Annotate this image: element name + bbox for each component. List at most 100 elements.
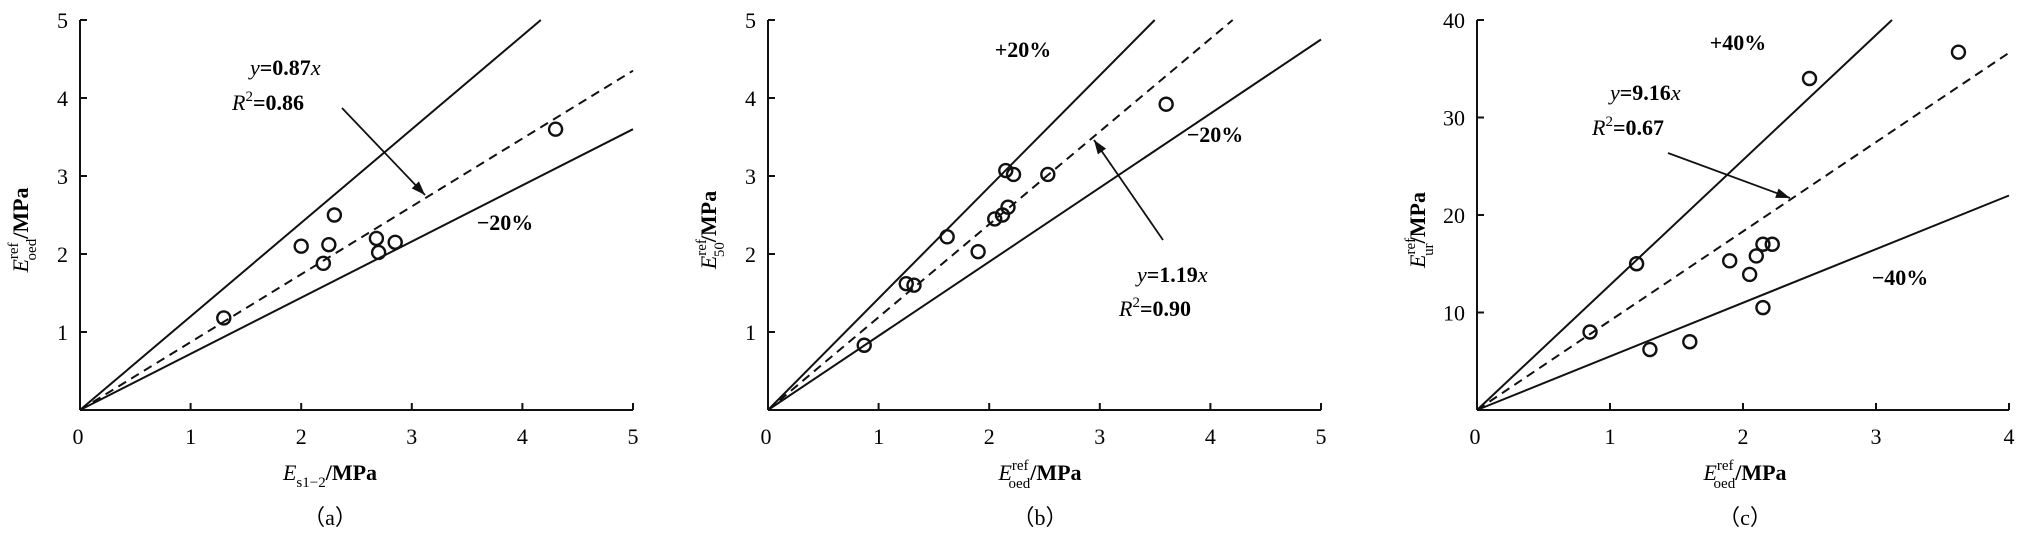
fit-equation-y: y — [1135, 262, 1147, 287]
y-tick-label: 1 — [745, 320, 756, 345]
x-axis-label: Es1−2/MPa — [282, 460, 377, 491]
fit-equation: y=1.19x — [1135, 262, 1208, 287]
x-tick-label: 2 — [1738, 424, 1749, 449]
bound-line — [79, 128, 634, 411]
data-point — [547, 121, 564, 137]
y-tick-label: 2 — [745, 242, 756, 267]
x-tick-label: 4 — [517, 424, 528, 449]
annotation-arrow-line — [1667, 152, 1791, 199]
x-tick-label: 3 — [1094, 424, 1105, 449]
y-axis-label-symbol: E — [8, 259, 33, 274]
data-point — [387, 234, 403, 251]
y-tick-label: 4 — [57, 86, 68, 111]
x-tick-label: 4 — [1205, 424, 1216, 449]
x-axis-label-unit: /MPa — [1029, 460, 1081, 485]
fit-line — [1476, 51, 2010, 411]
panel-caption: （a） — [303, 505, 357, 530]
data-point — [321, 236, 337, 253]
data-point — [1158, 96, 1174, 112]
data-point — [1755, 236, 1771, 252]
bound-line-label: −40% — [1872, 265, 1929, 290]
x-axis-label-symbol: E — [997, 460, 1012, 485]
data-point — [970, 243, 986, 260]
x-axis-label-sup: ref — [1012, 458, 1029, 474]
data-point — [1741, 266, 1758, 283]
x-tick-label: 5 — [628, 424, 639, 449]
r-squared-value: =0.86 — [253, 90, 304, 115]
y-tick-label: 10 — [1443, 301, 1465, 326]
y-tick-label: 20 — [1443, 203, 1465, 228]
annotation-arrow-line — [1093, 139, 1164, 241]
x-axis-label-symbol: E — [1702, 460, 1717, 485]
fit-equation-value: =0.87 — [260, 55, 311, 80]
x-tick-label: 4 — [2004, 424, 2015, 449]
data-point — [998, 162, 1014, 179]
bound-line — [1476, 19, 1893, 411]
fit-r-squared: R2=0.86 — [231, 89, 304, 115]
bound-line-label: +20% — [995, 37, 1052, 62]
fit-equation: y=0.87x — [248, 55, 321, 80]
y-tick-label: 5 — [745, 8, 756, 33]
fit-r-squared: R2=0.67 — [1591, 114, 1664, 140]
x-tick-label: 2 — [296, 424, 307, 449]
x-axis-label-sub: oed — [1714, 476, 1736, 492]
x-tick-label: 0 — [73, 424, 84, 449]
r-squared-r: R — [231, 90, 246, 115]
fit-equation-value: =9.16 — [1620, 80, 1671, 105]
y-axis-label-symbol: E — [1405, 254, 1430, 269]
fit-equation-value: =1.19 — [1147, 262, 1198, 287]
x-tick-label: 1 — [873, 424, 884, 449]
data-point — [368, 230, 385, 247]
x-tick-label: 0 — [1470, 424, 1481, 449]
panel-caption: （b） — [1012, 505, 1067, 530]
fit-equation-x: x — [310, 55, 321, 80]
y-tick-label: 3 — [745, 164, 756, 189]
r-squared-value: =0.67 — [1613, 115, 1664, 140]
data-point — [326, 207, 343, 223]
data-point — [293, 238, 309, 254]
fit-line — [79, 69, 634, 411]
x-tick-label: 3 — [406, 424, 417, 449]
y-tick-label: 3 — [57, 164, 68, 189]
panel-caption: （c） — [1718, 505, 1772, 530]
y-axis-label: Eref oed/MPa — [6, 187, 40, 273]
x-axis-label-sub: oed — [1009, 476, 1031, 492]
data-point — [370, 244, 387, 261]
x-tick-label: 0 — [761, 424, 772, 449]
y-tick-label: 40 — [1443, 8, 1465, 33]
x-tick-label: 2 — [984, 424, 995, 449]
data-point — [1005, 166, 1022, 183]
fit-equation-x: x — [1197, 262, 1208, 287]
r-squared-value: =0.90 — [1140, 296, 1191, 321]
y-axis-label-symbol: E — [696, 255, 721, 270]
x-axis-label: Eref oed/MPa — [1702, 458, 1786, 492]
y-tick-label: 2 — [57, 242, 68, 267]
bound-line — [1476, 194, 2010, 411]
y-axis-label-sup: ref — [1403, 238, 1419, 255]
x-tick-label: 3 — [1871, 424, 1882, 449]
y-axis-label: Eref 50/MPa — [694, 191, 728, 270]
data-point — [1764, 236, 1780, 252]
data-point — [1000, 199, 1016, 215]
y-tick-label: 4 — [745, 86, 756, 111]
data-point — [898, 275, 914, 292]
x-axis-label-sub: s1−2 — [296, 475, 325, 491]
y-axis-label-sub: 50 — [712, 242, 728, 257]
data-point — [1628, 256, 1645, 272]
fit-equation-y: y — [248, 55, 260, 80]
x-tick-label: 5 — [1316, 424, 1327, 449]
bound-line — [767, 19, 1156, 411]
data-point — [1801, 70, 1818, 87]
y-axis-label-sup: ref — [694, 239, 710, 256]
x-axis-label-unit: /MPa — [1734, 460, 1786, 485]
y-tick-label: 1 — [57, 320, 68, 345]
data-point — [1755, 299, 1771, 316]
data-point — [939, 229, 955, 245]
y-axis-label-sub: oed — [24, 238, 40, 260]
y-axis-label-unit: /MPa — [1405, 192, 1430, 244]
data-point — [906, 277, 922, 293]
y-axis-label-unit: /MPa — [8, 187, 33, 239]
